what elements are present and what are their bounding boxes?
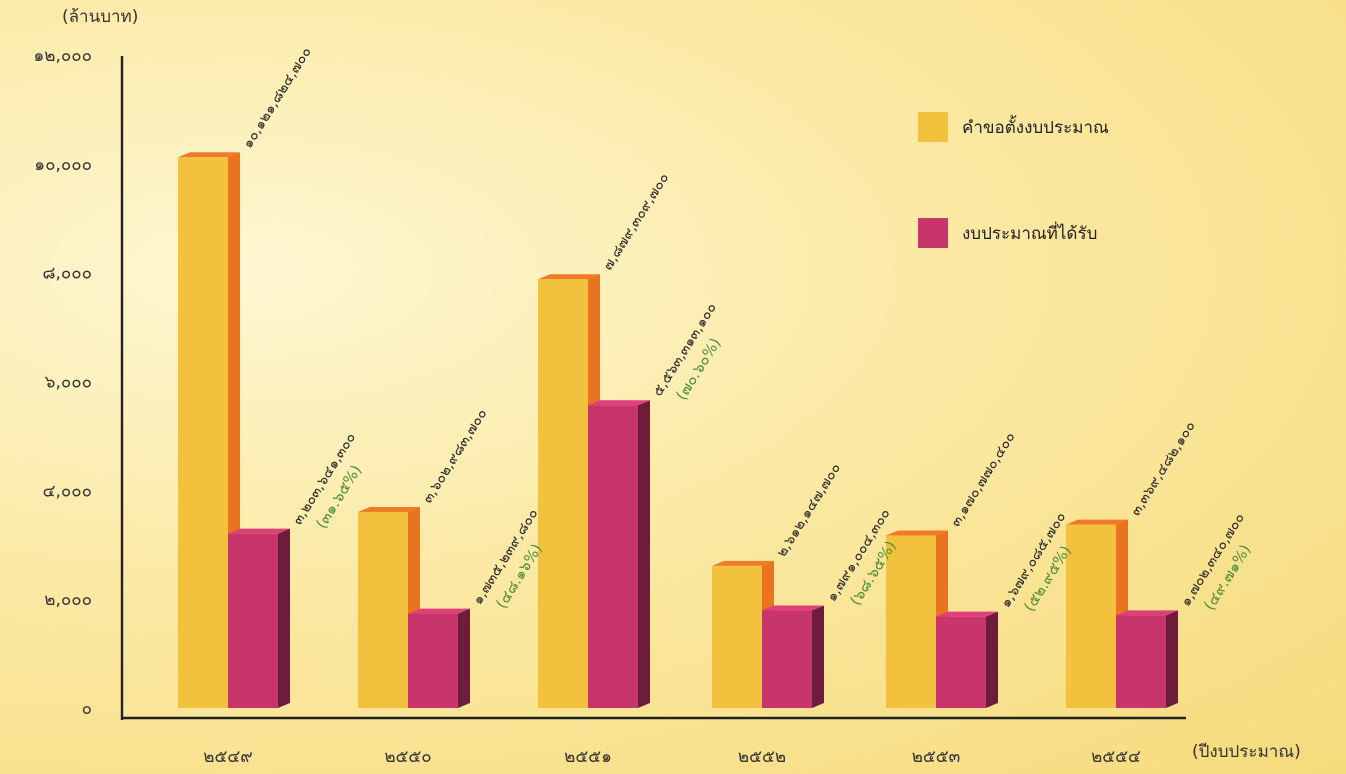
x-tick-label: ๒๕๕๐ [384,747,431,767]
bar-top [358,506,420,512]
x-tick-label: ๒๕๕๓ [912,747,961,767]
x-tick-label: ๒๕๕๒ [738,747,786,767]
y-tick-label: ๘,๐๐๐ [42,264,92,284]
bar-value-label: ๓,๓๖๙,๔๘๒,๑๐๐ [1128,418,1199,518]
bar-top [1066,519,1128,525]
bar-received [588,400,650,708]
y-axis-unit-label: (ล้านบาท) [62,7,138,27]
y-tick-label: ๒,๐๐๐ [44,590,92,610]
bar-value-label: ๑๐,๑๒๑,๘๒๔,๗๐๐ [240,44,315,151]
bar-side [638,400,650,708]
bar-value-label: ๓,๖๐๒,๙๘๓,๗๐๐ [420,406,491,506]
legend-label-received: งบประมาณที่ได้รับ [962,221,1097,244]
axes-layer: (ล้านบาท) (ปีงบประมาณ) ๐ ๒,๐๐๐ ๔,๐๐๐ ๖,๐๐๐ ๘… [33,7,1300,767]
bar-front [712,565,762,708]
bar-side [812,605,824,708]
bar-top [712,560,774,566]
bar-received [408,608,470,708]
bar-front [408,613,458,708]
bar-front [358,511,408,708]
legend-swatch-requested [918,112,948,142]
x-tick-label: ๒๕๔๙ [203,747,252,767]
bar-front [228,533,278,708]
y-tick-label: ๐ [82,699,92,719]
bar-front [1066,524,1116,708]
bar-front [588,405,638,708]
bar-top [178,152,240,158]
bar-top [1116,610,1178,616]
bar-top [538,274,600,280]
bar-value-label: ๒,๖๑๒,๑๔๗,๗๐๐ [774,461,844,560]
legend: คำขอตั้งงบประมาณ งบประมาณที่ได้รับ [918,112,1109,248]
bar-top [588,400,650,406]
bar-front [936,616,986,708]
y-tick-label: ๑๒,๐๐๐ [33,46,92,66]
bar-top [408,608,470,614]
x-tick-label: ๒๕๕๑ [564,747,612,767]
bars-layer [178,152,1178,708]
bar-front [538,279,588,708]
y-tick-label: ๑๐,๐๐๐ [34,155,92,175]
bar-received [228,528,290,708]
bar-top [228,528,290,534]
bar-value-label: ๓,๑๗๐,๗๗๐,๔๐๐ [948,429,1019,529]
bar-side [986,611,998,708]
bar-top [886,530,948,536]
y-tick-label: ๖,๐๐๐ [45,373,92,393]
legend-label-requested: คำขอตั้งงบประมาณ [962,115,1109,138]
bar-received [762,605,824,708]
bar-top [936,611,998,617]
bar-front [1116,615,1166,708]
bar-front [762,610,812,708]
bar-received [1116,610,1178,708]
x-axis-unit-label: (ปีงบประมาณ) [1192,742,1301,762]
bar-received [936,611,998,708]
bar-side [458,608,470,708]
y-tick-label: ๔,๐๐๐ [43,481,92,501]
bar-top [762,605,824,611]
bar-front [178,157,228,708]
x-tick-label: ๒๕๕๔ [1091,747,1141,767]
legend-swatch-received [918,218,948,248]
bar-front [886,535,936,708]
bar-side [278,528,290,708]
bar-value-label: ๗,๘๗๙,๓๐๙,๗๐๐ [600,170,673,273]
bar-side [1166,610,1178,708]
